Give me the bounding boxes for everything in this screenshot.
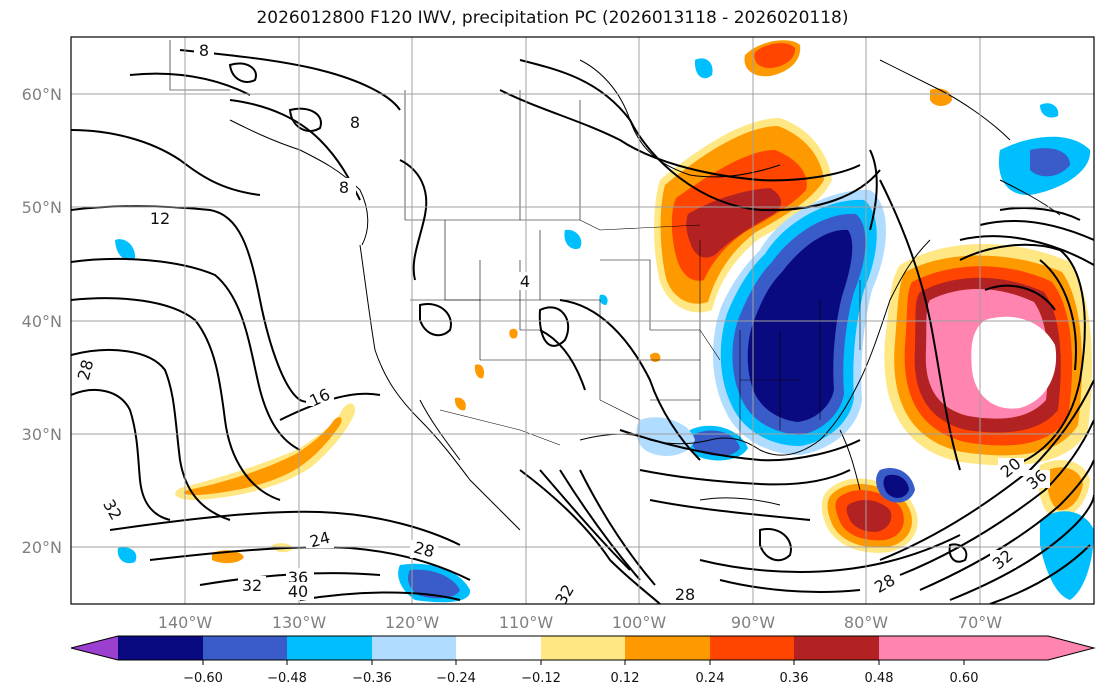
colorbar-tick-label: 0.48 <box>865 671 894 686</box>
contour-label: 32 <box>242 576 262 595</box>
colorbar-segment <box>372 636 456 660</box>
colorbar-tick-label: −0.48 <box>267 671 307 686</box>
graticule <box>71 37 1094 604</box>
contour-label: 28 <box>74 358 98 383</box>
lon-tick-label: 90°W <box>731 613 775 632</box>
colorbar-extend-low <box>71 636 118 660</box>
longitude-axis: 140°W 130°W 120°W 110°W 100°W 90°W 80°W … <box>158 613 1002 632</box>
contour-label: 28 <box>675 585 695 604</box>
iwv-contours <box>71 49 1094 604</box>
latitude-axis: 60°N 50°N 40°N 30°N 20°N <box>22 85 62 557</box>
positive-precip-anomaly-west-atlantic <box>884 243 1093 466</box>
colorbar-segment <box>625 636 710 660</box>
lon-tick-label: 70°W <box>958 613 1002 632</box>
lat-tick-label: 40°N <box>22 312 62 331</box>
plot-frame <box>70 36 1095 605</box>
colorbar: −0.60 −0.48 −0.36 −0.24 −0.12 0.12 0.24 … <box>70 635 1096 686</box>
contour-label: 32 <box>551 581 578 608</box>
map-title: 2026012800 F120 IWV, precipitation PC (2… <box>256 8 849 28</box>
contour-label: 28 <box>412 538 437 562</box>
colorbar-tick-label: −0.36 <box>352 671 392 686</box>
contour-label: 12 <box>150 209 170 228</box>
lon-tick-label: 140°W <box>158 613 213 632</box>
contour-label: 4 <box>520 272 530 291</box>
colorbar-segment <box>118 636 203 660</box>
colorbar-segment <box>710 636 794 660</box>
lat-tick-label: 50°N <box>22 198 62 217</box>
colorbar-tick-label: −0.24 <box>436 671 476 686</box>
lat-tick-label: 60°N <box>22 85 62 104</box>
contour-label: 8 <box>199 41 209 60</box>
colorbar-segment <box>794 636 879 660</box>
lon-tick-label: 110°W <box>499 613 554 632</box>
colorbar-segment <box>879 636 964 660</box>
colorbar-segment <box>287 636 372 660</box>
colorbar-segment <box>203 636 287 660</box>
political-borders <box>169 40 861 446</box>
contour-label: 24 <box>308 528 333 552</box>
colorbar-tick-label: 0.60 <box>950 671 979 686</box>
colorbar-segment <box>456 636 541 660</box>
contour-label: 8 <box>350 113 360 132</box>
lat-tick-label: 30°N <box>22 425 62 444</box>
colorbar-tick-label: −0.12 <box>521 671 561 686</box>
contour-label: 40 <box>288 582 308 601</box>
colorbar-tick-label: 0.24 <box>696 671 725 686</box>
colorbar-tick-label: 0.12 <box>611 671 640 686</box>
colorbar-tick-label: −0.60 <box>183 671 223 686</box>
contour-label-group: 8 8 8 12 16 24 28 28 32 32 36 40 4 20 36… <box>72 41 1051 608</box>
lon-tick-label: 80°W <box>844 613 888 632</box>
lon-tick-label: 130°W <box>272 613 327 632</box>
lon-tick-label: 100°W <box>612 613 667 632</box>
lat-tick-label: 20°N <box>22 538 62 557</box>
colorbar-tick-label: 0.36 <box>780 671 809 686</box>
lon-tick-label: 120°W <box>385 613 440 632</box>
contour-label: 8 <box>339 178 349 197</box>
colorbar-segment <box>541 636 625 660</box>
negative-precip-anomaly-other <box>115 58 1094 603</box>
